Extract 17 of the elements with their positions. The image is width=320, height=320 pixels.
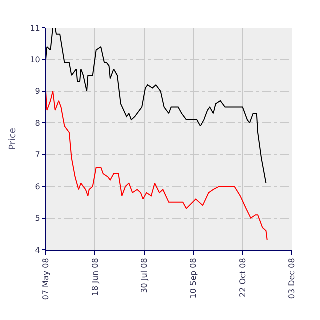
line-series xyxy=(46,28,267,184)
x-tick-label: 22 Oct 08 xyxy=(238,258,248,298)
x-tick-label: 03 Dec 08 xyxy=(288,258,297,300)
line-series xyxy=(46,90,268,241)
y-tick-label: 5 xyxy=(35,214,40,224)
x-tick-label: 30 Jul 08 xyxy=(140,258,149,294)
y-tick-label: 8 xyxy=(35,118,40,128)
y-tick-label: 6 xyxy=(35,182,40,192)
x-tick-label: 10 Sep 08 xyxy=(189,258,198,299)
y-axis-title: Price xyxy=(8,128,19,150)
y-tick-label: 11 xyxy=(30,24,40,33)
y-tick-label: 10 xyxy=(30,56,40,65)
x-tick-label: 18 Jun 08 xyxy=(90,258,100,296)
y-tick-label: 9 xyxy=(35,87,40,96)
y-tick-label: 4 xyxy=(35,246,40,255)
x-tick-label: 07 May 08 xyxy=(42,258,51,300)
y-tick-label: 7 xyxy=(35,150,40,160)
